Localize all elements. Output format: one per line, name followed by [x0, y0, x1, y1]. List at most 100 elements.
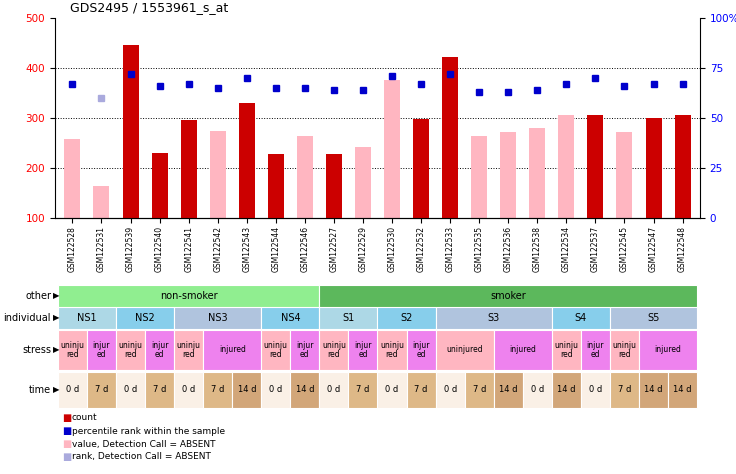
Text: 7 d: 7 d	[473, 385, 486, 394]
Text: S2: S2	[400, 313, 413, 323]
Bar	[290, 372, 319, 408]
Text: 7 d: 7 d	[414, 385, 428, 394]
Text: ■: ■	[62, 452, 71, 462]
Text: uninju
red: uninju red	[60, 341, 85, 359]
Bar	[639, 330, 697, 370]
Bar	[268, 154, 284, 218]
Text: uninju
red: uninju red	[554, 341, 578, 359]
Bar	[610, 308, 697, 328]
Bar	[348, 372, 378, 408]
Text: smoker: smoker	[490, 291, 526, 301]
Bar	[145, 372, 174, 408]
Text: 7 d: 7 d	[618, 385, 631, 394]
Bar	[290, 330, 319, 370]
Bar	[581, 330, 610, 370]
Bar	[116, 308, 174, 328]
Bar	[436, 330, 494, 370]
Text: injur
ed: injur ed	[151, 341, 169, 359]
Text: injured: injured	[219, 346, 246, 355]
Text: injur
ed: injur ed	[296, 341, 314, 359]
Bar	[668, 372, 697, 408]
Text: injur
ed: injur ed	[412, 341, 430, 359]
Text: uninju
red: uninju red	[263, 341, 288, 359]
Bar	[587, 116, 604, 218]
Bar	[145, 330, 174, 370]
Bar	[581, 372, 610, 408]
Bar	[174, 330, 203, 370]
Text: 7 d: 7 d	[95, 385, 108, 394]
Text: uninjured: uninjured	[446, 346, 483, 355]
Text: injur
ed: injur ed	[587, 341, 604, 359]
Bar	[639, 372, 668, 408]
Text: uninju
red: uninju red	[118, 341, 143, 359]
Text: uninju
red: uninju red	[177, 341, 201, 359]
Text: uninju
red: uninju red	[612, 341, 637, 359]
Text: 0 d: 0 d	[269, 385, 283, 394]
Text: 14 d: 14 d	[673, 385, 692, 394]
Text: injured: injured	[509, 346, 537, 355]
Text: NS2: NS2	[135, 313, 155, 323]
Text: ▶: ▶	[53, 346, 60, 355]
Text: 14 d: 14 d	[644, 385, 662, 394]
Bar	[494, 372, 523, 408]
Bar	[645, 118, 662, 218]
Bar	[58, 285, 319, 307]
Text: 0 d: 0 d	[444, 385, 457, 394]
Bar	[65, 139, 80, 218]
Text: S1: S1	[342, 313, 355, 323]
Text: value, Detection Call = ABSENT: value, Detection Call = ABSENT	[72, 439, 216, 448]
Text: 0 d: 0 d	[531, 385, 544, 394]
Text: 0 d: 0 d	[124, 385, 137, 394]
Bar	[123, 46, 138, 218]
Bar	[552, 372, 581, 408]
Bar	[494, 330, 552, 370]
Text: GDS2495 / 1553961_s_at: GDS2495 / 1553961_s_at	[70, 1, 228, 14]
Text: ■: ■	[62, 426, 71, 436]
Text: injur
ed: injur ed	[354, 341, 372, 359]
Bar	[378, 308, 436, 328]
Text: count: count	[72, 413, 98, 422]
Bar	[174, 308, 261, 328]
Text: ▶: ▶	[53, 292, 60, 301]
Bar	[58, 308, 116, 328]
Text: 0 d: 0 d	[182, 385, 195, 394]
Bar	[442, 57, 458, 218]
Text: 7 d: 7 d	[211, 385, 224, 394]
Bar	[464, 372, 494, 408]
Text: S5: S5	[648, 313, 659, 323]
Bar	[406, 372, 436, 408]
Bar	[210, 130, 226, 218]
Bar	[87, 372, 116, 408]
Bar	[675, 116, 690, 218]
Bar	[378, 372, 406, 408]
Text: injur
ed: injur ed	[93, 341, 110, 359]
Bar	[355, 146, 371, 218]
Bar	[261, 330, 290, 370]
Text: 14 d: 14 d	[238, 385, 256, 394]
Bar	[348, 330, 378, 370]
Bar	[319, 285, 697, 307]
Bar	[319, 308, 378, 328]
Text: NS3: NS3	[208, 313, 227, 323]
Bar	[58, 330, 87, 370]
Bar	[58, 372, 87, 408]
Text: stress: stress	[22, 345, 51, 355]
Bar	[233, 372, 261, 408]
Text: 0 d: 0 d	[589, 385, 602, 394]
Text: 7 d: 7 d	[153, 385, 166, 394]
Bar	[413, 119, 429, 218]
Bar	[384, 81, 400, 218]
Bar	[500, 131, 516, 218]
Text: injured: injured	[654, 346, 682, 355]
Bar	[174, 372, 203, 408]
Text: ■: ■	[62, 413, 71, 423]
Text: percentile rank within the sample: percentile rank within the sample	[72, 427, 225, 436]
Bar	[552, 330, 581, 370]
Bar	[523, 372, 552, 408]
Bar	[116, 372, 145, 408]
Text: uninju
red: uninju red	[380, 341, 404, 359]
Bar	[203, 372, 233, 408]
Bar	[319, 330, 348, 370]
Text: 0 d: 0 d	[66, 385, 79, 394]
Text: 14 d: 14 d	[557, 385, 576, 394]
